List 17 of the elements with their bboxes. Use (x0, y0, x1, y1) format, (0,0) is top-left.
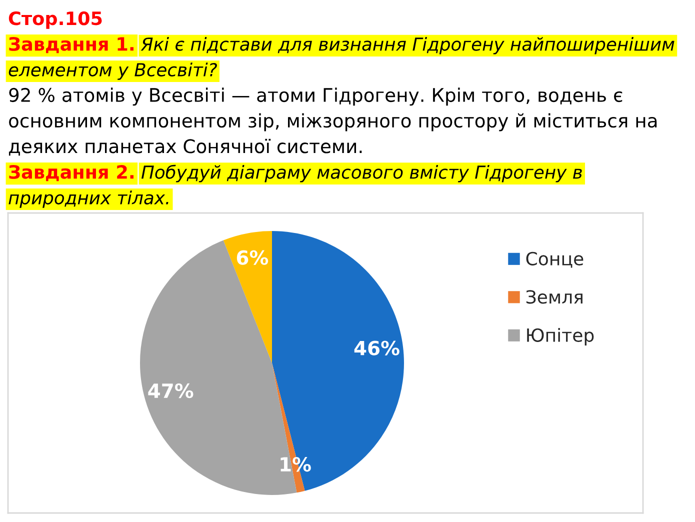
text: природних тілах. (8, 190, 168, 208)
data-label: 47% (148, 383, 194, 398)
text: Побудуй діаграму масового вмісту Гідрогену в (141, 164, 582, 182)
text: Завдання 2. (9, 164, 134, 182)
text: Стор.105 (8, 11, 102, 29)
text: елементом у Всесвіті? (8, 62, 217, 80)
text: Завдання 1. (9, 36, 134, 54)
pie-slice (272, 231, 404, 491)
legend-label: Юпітер (527, 328, 594, 346)
data-label: 46% (354, 340, 400, 356)
legend-label: Земля (526, 290, 582, 304)
pie-slice (223, 231, 272, 363)
data-label: 1% (280, 456, 311, 472)
legend-label: Сонце (526, 252, 584, 268)
text: Які є підстави для визнання Гідрогену найпоширенішим (140, 37, 674, 54)
data-label: 6% (236, 250, 268, 265)
text: 92 % атомів у Всесвіті — атоми Гідрогену. Крім того, водень є основним компонентом зір, міжзоряного простору й міститься на деяких планетах Сонячної системи. (8, 88, 657, 156)
